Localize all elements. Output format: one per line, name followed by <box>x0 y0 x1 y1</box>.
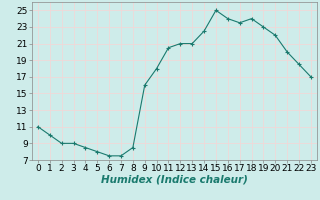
X-axis label: Humidex (Indice chaleur): Humidex (Indice chaleur) <box>101 175 248 185</box>
